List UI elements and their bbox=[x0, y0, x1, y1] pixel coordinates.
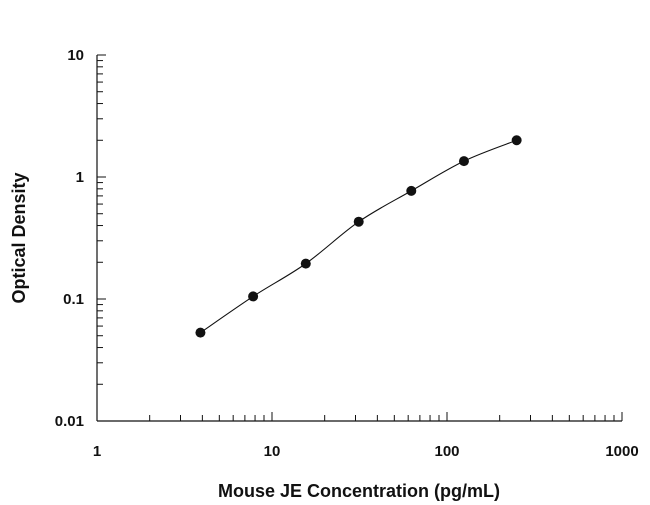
x-tick-label: 1 bbox=[93, 443, 101, 460]
x-tick-label: 10 bbox=[264, 443, 281, 460]
y-tick-label: 10 bbox=[67, 47, 84, 64]
y-axis-title: Optical Density bbox=[9, 172, 29, 303]
data-point bbox=[458, 156, 469, 167]
x-axis-title: Mouse JE Concentration (pg/mL) bbox=[218, 481, 500, 501]
data-point bbox=[248, 291, 259, 302]
data-point bbox=[300, 258, 311, 269]
data-points bbox=[195, 135, 522, 338]
fit-curve bbox=[200, 139, 517, 334]
axes bbox=[96, 55, 622, 422]
data-point bbox=[353, 216, 364, 227]
data-point bbox=[406, 185, 417, 196]
axis-tick-labels: 1 10 100 1000 0.01 0.1 1 10 bbox=[55, 47, 639, 460]
data-point bbox=[511, 135, 522, 146]
y-tick-label: 0.1 bbox=[63, 291, 84, 308]
y-tick-label: 1 bbox=[76, 169, 84, 186]
x-tick-label: 100 bbox=[434, 443, 459, 460]
data-point bbox=[195, 327, 206, 338]
axis-ticks bbox=[96, 54, 623, 422]
y-tick-label: 0.01 bbox=[55, 413, 84, 430]
x-tick-label: 1000 bbox=[605, 443, 638, 460]
